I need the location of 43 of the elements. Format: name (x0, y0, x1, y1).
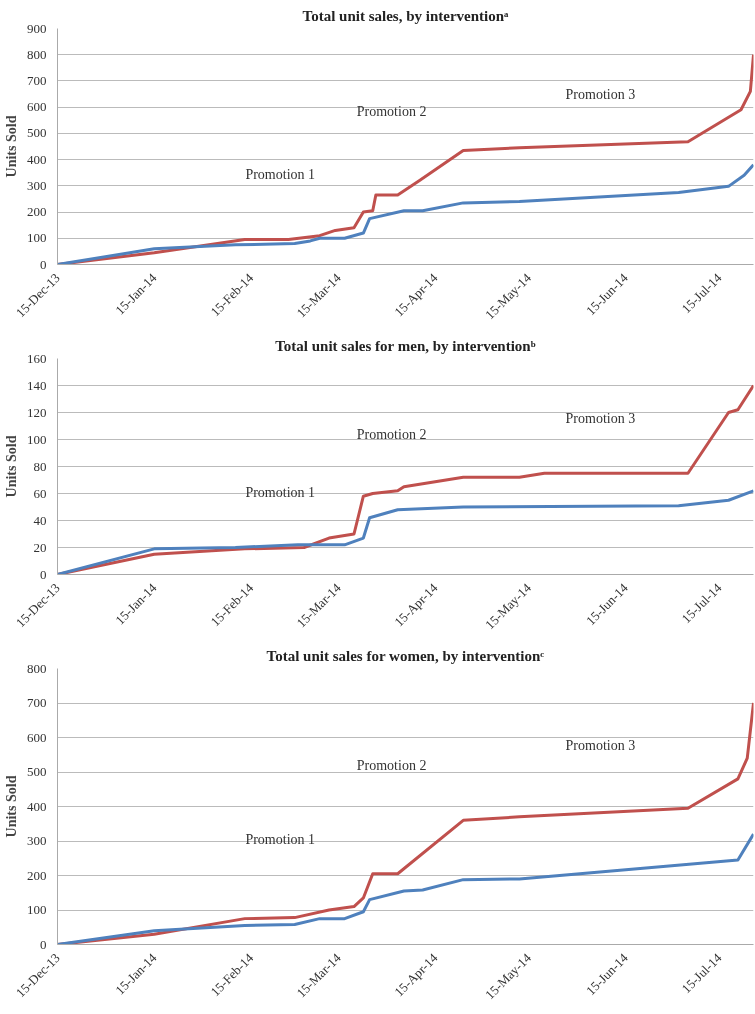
y-tick-label: 100 (27, 230, 47, 246)
annotation: Promotion 3 (565, 87, 636, 103)
y-tick-label: 800 (27, 660, 47, 676)
annotation: Promotion 2 (356, 426, 427, 442)
annotation: Promotion 3 (565, 738, 636, 754)
y-tick-label: 60 (33, 485, 47, 501)
y-tick-label: 900 (27, 20, 47, 36)
y-tick-label: 200 (27, 867, 47, 883)
annotation: Promotion 1 (245, 484, 316, 500)
chart-title: Total unit sales for women, by interventionᶜ (266, 647, 545, 664)
y-axis-title: Units Sold (4, 435, 19, 498)
y-tick-label: 0 (40, 936, 47, 952)
y-tick-label: 0 (40, 256, 47, 272)
y-tick-label: 600 (27, 729, 47, 745)
y-tick-label: 800 (27, 46, 47, 62)
y-tick-label: 700 (27, 72, 47, 88)
y-tick-label: 0 (40, 566, 47, 582)
y-axis-title: Units Sold (4, 115, 19, 178)
y-tick-label: 300 (27, 177, 47, 193)
annotation: Promotion 3 (565, 411, 636, 427)
y-tick-label: 600 (27, 99, 47, 115)
y-tick-label: 80 (33, 458, 47, 474)
y-tick-label: 500 (27, 125, 47, 141)
y-tick-label: 400 (27, 151, 47, 167)
chart-title: Total unit sales for men, by interventionᵇ (275, 337, 536, 354)
y-tick-label: 100 (27, 902, 47, 917)
y-tick-label: 300 (27, 833, 47, 848)
y-tick-label: 400 (27, 798, 47, 814)
y-tick-label: 160 (27, 350, 47, 366)
y-tick-label: 120 (27, 404, 47, 420)
y-tick-label: 200 (27, 204, 47, 220)
y-tick-label: 20 (33, 539, 47, 555)
y-tick-label: 100 (27, 431, 47, 447)
y-tick-label: 40 (33, 512, 47, 528)
annotation: Promotion 2 (356, 103, 427, 119)
annotation: Promotion 2 (356, 757, 427, 773)
y-tick-label: 700 (27, 695, 47, 710)
y-tick-label: 140 (27, 377, 47, 393)
chart-title: Total unit sales, by interventionᵃ (302, 7, 510, 24)
annotation: Promotion 1 (245, 167, 316, 183)
annotation: Promotion 1 (245, 832, 316, 848)
y-tick-label: 500 (27, 764, 47, 779)
y-axis-title: Units Sold (4, 775, 19, 838)
